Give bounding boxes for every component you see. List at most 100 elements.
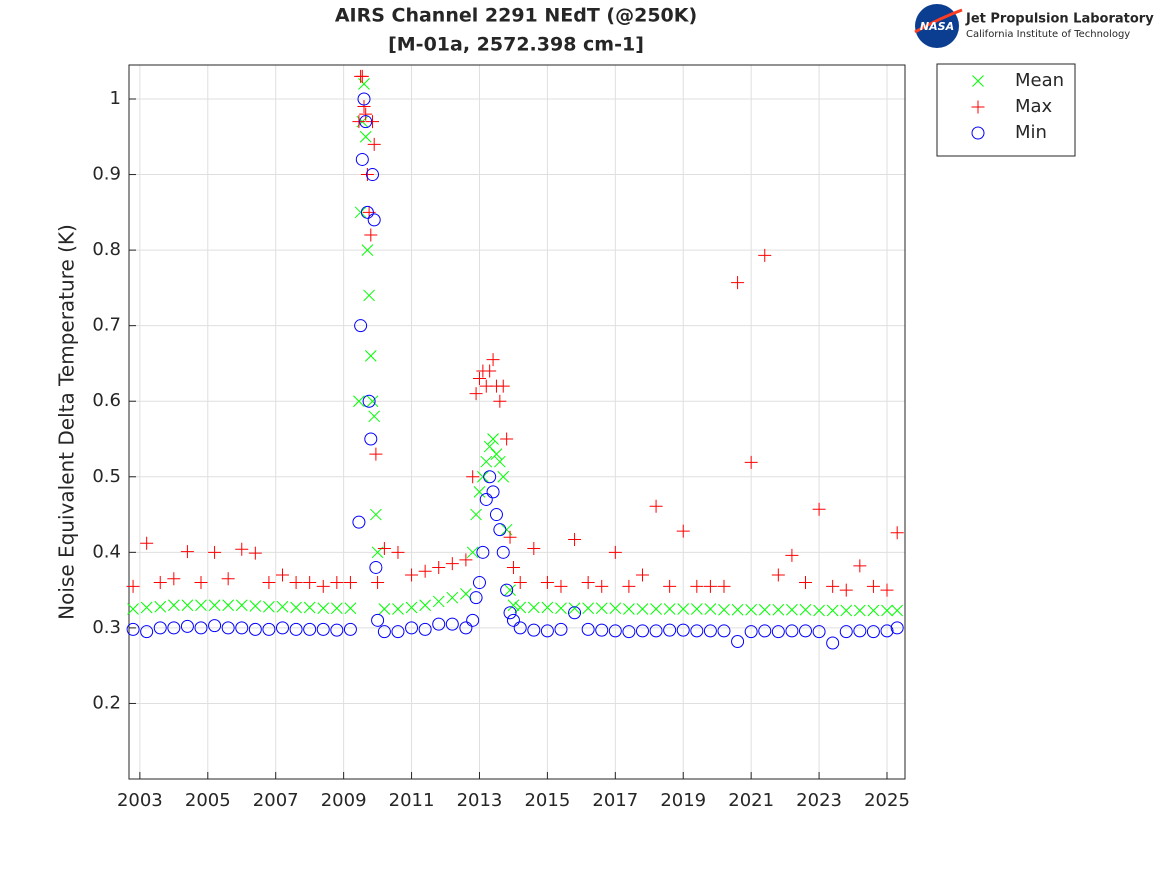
data-point xyxy=(554,622,568,636)
data-point xyxy=(303,601,316,614)
data-point xyxy=(405,568,419,582)
plot-area xyxy=(129,65,905,779)
data-point xyxy=(731,276,745,290)
x-tick-label: 2025 xyxy=(864,790,910,811)
data-point xyxy=(316,579,330,593)
data-point xyxy=(466,470,480,484)
data-point xyxy=(405,621,419,635)
data-point xyxy=(486,353,500,367)
data-point xyxy=(880,624,894,638)
series xyxy=(127,78,904,617)
x-tick-label: 2021 xyxy=(728,790,774,811)
data-point xyxy=(367,137,381,151)
data-point xyxy=(880,583,894,597)
logo-badge-text: NASA xyxy=(920,20,954,33)
data-point xyxy=(127,603,139,615)
data-point xyxy=(248,622,262,636)
data-point xyxy=(365,115,379,129)
data-point xyxy=(891,604,904,617)
data-point xyxy=(799,603,812,616)
data-point xyxy=(649,624,663,638)
data-point xyxy=(514,601,527,614)
data-point xyxy=(663,623,677,637)
data-point xyxy=(140,625,154,639)
data-point xyxy=(330,576,344,590)
data-point xyxy=(881,604,893,617)
data-point xyxy=(362,394,376,408)
data-point xyxy=(370,508,382,521)
data-point xyxy=(813,604,825,617)
data-point xyxy=(623,603,635,615)
legend-box xyxy=(936,63,1076,157)
data-point xyxy=(853,624,867,638)
data-point xyxy=(303,622,317,636)
data-point xyxy=(477,470,489,483)
data-point xyxy=(506,560,520,574)
data-point xyxy=(496,545,510,559)
data-point xyxy=(622,625,636,639)
legend-label: Max xyxy=(1015,96,1053,117)
data-point xyxy=(352,515,366,529)
data-point xyxy=(235,621,249,635)
data-point xyxy=(798,624,812,638)
data-point xyxy=(276,568,290,582)
data-point xyxy=(221,621,235,635)
data-point xyxy=(459,553,473,567)
data-point xyxy=(483,470,497,484)
data-point xyxy=(371,613,385,627)
data-point xyxy=(167,572,181,586)
series xyxy=(126,92,904,650)
data-point xyxy=(609,602,622,615)
data-point xyxy=(703,579,717,593)
data-point xyxy=(826,579,840,593)
data-point xyxy=(355,152,369,166)
data-point xyxy=(507,599,520,612)
data-point xyxy=(731,603,744,616)
y-axis-label: Noise Equivalent Delta Temperature (K) xyxy=(55,224,79,620)
chart-subtitle: [M-01a, 2572.398 cm-1] xyxy=(388,34,644,56)
data-point xyxy=(359,115,373,129)
data-point xyxy=(490,448,503,460)
data-point xyxy=(717,624,731,638)
data-point xyxy=(717,579,731,593)
data-point xyxy=(839,625,853,639)
data-point xyxy=(343,622,357,636)
data-point xyxy=(364,228,378,242)
data-point xyxy=(153,576,167,590)
data-point xyxy=(368,410,381,423)
data-point xyxy=(470,508,482,521)
logo-swoosh xyxy=(914,8,963,34)
data-point xyxy=(290,601,302,614)
y-tick-label: 0.8 xyxy=(92,239,121,260)
data-point xyxy=(276,600,289,613)
data-point xyxy=(445,617,459,631)
legend-marker xyxy=(971,100,985,114)
y-tick-label: 0.3 xyxy=(92,617,121,638)
data-point xyxy=(503,606,517,620)
data-point xyxy=(785,624,799,638)
y-tick-label: 0.7 xyxy=(92,315,121,336)
data-point xyxy=(392,603,404,615)
data-point xyxy=(473,486,486,498)
data-point xyxy=(582,602,595,615)
data-point xyxy=(317,602,330,615)
data-point xyxy=(568,606,582,620)
data-point xyxy=(503,530,517,544)
data-point xyxy=(635,568,649,582)
data-point xyxy=(690,624,704,638)
data-point xyxy=(289,576,303,590)
data-point xyxy=(418,622,432,636)
data-point xyxy=(493,455,506,468)
data-point xyxy=(154,600,167,613)
data-point xyxy=(364,350,377,362)
data-point xyxy=(352,115,366,129)
x-tick-label: 2013 xyxy=(457,790,503,811)
series xyxy=(126,69,904,597)
data-point xyxy=(690,579,704,593)
data-point xyxy=(405,601,418,614)
x-tick-label: 2009 xyxy=(321,790,367,811)
data-point xyxy=(555,602,567,615)
data-point xyxy=(140,536,154,550)
data-point xyxy=(472,372,486,386)
